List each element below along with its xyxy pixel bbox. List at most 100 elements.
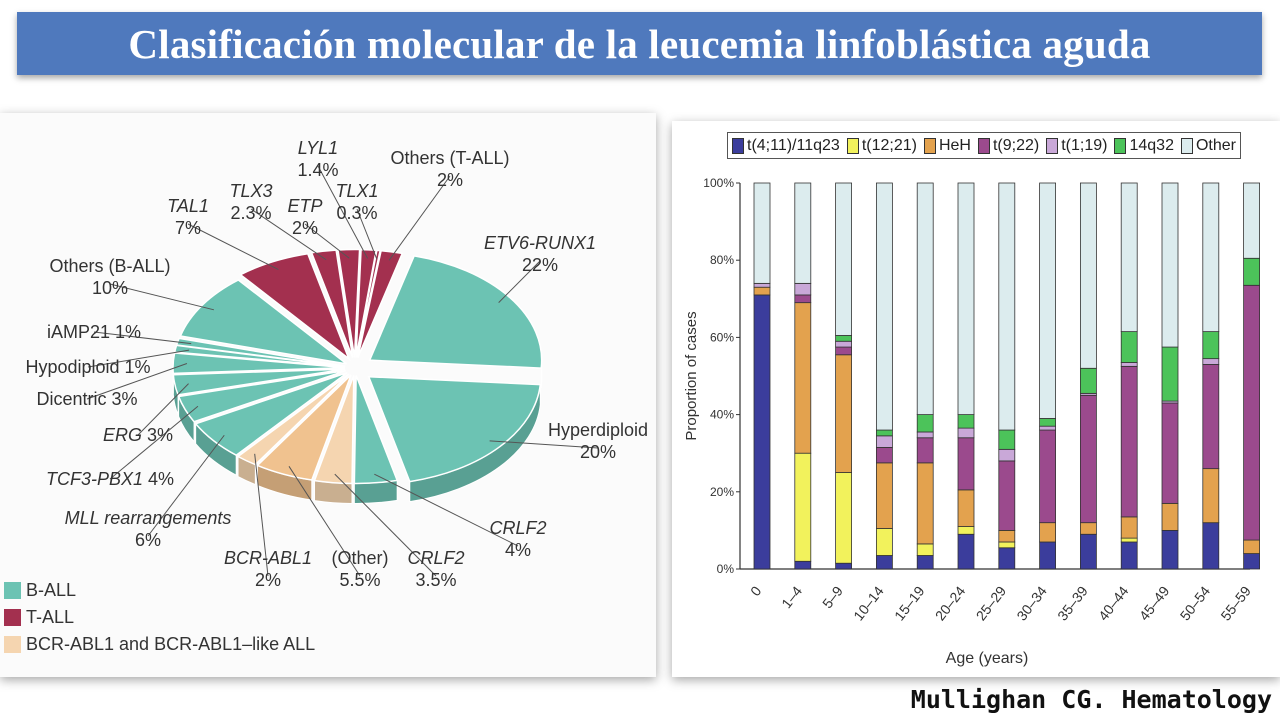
y-axis-label: Proportion of cases bbox=[683, 311, 700, 440]
pie-leader-tlx3-14 bbox=[250, 208, 327, 261]
pie-slice-others-t-all-18 bbox=[357, 249, 404, 359]
pie-label-etv6-runx1-0: ETV6-RUNX1 bbox=[484, 233, 596, 253]
bar-segment-other-5-9 bbox=[835, 182, 853, 336]
pie-legend: B-ALL T-ALL BCR-ABL1 and BCR-ABL1–like ALL bbox=[4, 577, 315, 658]
pie-label-erg-8: ERG 3% bbox=[103, 425, 173, 445]
bar-segment-heh-1-4 bbox=[794, 302, 812, 454]
pie-leader-hyperdiploid-1 bbox=[489, 440, 599, 449]
bar-segment-14q32-20-24 bbox=[957, 414, 975, 429]
bar-segment-heh-35-39 bbox=[1079, 522, 1097, 535]
pie-label-crlf2-3: CRLF2 bbox=[407, 548, 464, 568]
pie-legend-label-bcr-abl1-and-bcr-abl1-like-all: BCR-ABL1 and BCR-ABL1–like ALL bbox=[26, 634, 316, 654]
pie-leader-tlx1-17 bbox=[356, 208, 378, 260]
bar-segment-t-12-21-1-4 bbox=[794, 452, 812, 562]
pie-value-others-t-all-18: 2% bbox=[437, 170, 463, 190]
x-tick-label-10-14: 10–14 bbox=[850, 583, 887, 624]
bar-legend-item-14q32: 14q32 bbox=[1114, 137, 1174, 155]
bar-segment-t-4-11-11q23-55-59 bbox=[1243, 553, 1260, 570]
pie-slice-tal1-13 bbox=[239, 252, 351, 361]
bar-segment-t-4-11-11q23-40-44 bbox=[1120, 541, 1138, 570]
bar-legend: t(4;11)/11q23 t(12;21) HeH t(9;22) t(1;19) 14… bbox=[727, 132, 1241, 159]
pie-legend-swatch-bcr-abl1-and-bcr-abl1-like-all bbox=[4, 636, 21, 653]
bar-segment-other-55-59 bbox=[1243, 182, 1260, 259]
citation: Mullighan CG. Hematology bbox=[910, 685, 1272, 714]
bar-segment-t-9-22-5-9 bbox=[835, 346, 853, 356]
bar-legend-item-t-9-22: t(9;22) bbox=[977, 137, 1039, 155]
bar-segment-t-4-11-11q23-20-24 bbox=[957, 533, 975, 570]
bar-legend-swatch-t-12-21 bbox=[846, 137, 859, 154]
x-tick-label-15-19: 15–19 bbox=[891, 583, 928, 624]
bar-segment-heh-15-19 bbox=[916, 462, 934, 545]
pie-label-tlx1-17: TLX1 bbox=[335, 181, 378, 201]
bar-segment-other-35-39 bbox=[1079, 182, 1097, 369]
bar-legend-swatch-other bbox=[1180, 137, 1193, 154]
bar-segment-heh-20-24 bbox=[957, 489, 975, 527]
pie-leader-mll-rearrangements-6 bbox=[147, 434, 225, 537]
pie-slice-tcf3-pbx1-7 bbox=[177, 369, 346, 423]
pie-legend-item-t-all: T-ALL bbox=[4, 604, 315, 631]
pie-label-others-t-all-18: Others (T-ALL) bbox=[390, 148, 509, 168]
x-tick-label-0: 0 bbox=[747, 583, 765, 599]
bar-segment-t-4-11-11q23-1-4 bbox=[794, 560, 812, 570]
pie-label-tcf3-pbx1-7: TCF3-PBX1 4% bbox=[46, 469, 174, 489]
pie-value-crlf2-2: 4% bbox=[505, 540, 531, 560]
pie-label-hypodiploid-10: Hypodiploid 1% bbox=[25, 357, 150, 377]
bar-legend-swatch-heh bbox=[923, 137, 936, 154]
bar-segment-t-4-11-11q23-45-49 bbox=[1161, 529, 1179, 570]
x-axis-label: Age (years) bbox=[946, 650, 1029, 667]
bar-segment-t-1-19-0 bbox=[753, 282, 771, 288]
bar-segment-14q32-30-34 bbox=[1039, 418, 1057, 427]
bar-segment-t-9-22-55-59 bbox=[1243, 284, 1260, 541]
pie-leader-etv6-runx1-0 bbox=[498, 260, 541, 303]
bar-segment-t-4-11-11q23-5-9 bbox=[835, 562, 853, 570]
bar-segment-other-30-34 bbox=[1039, 182, 1057, 419]
pie-slice-hyperdiploid-1 bbox=[367, 375, 542, 483]
pie-leader-crlf2-3 bbox=[334, 473, 437, 577]
x-tick-label-35-39: 35–39 bbox=[1054, 583, 1091, 624]
bar-segment-other-0 bbox=[753, 182, 771, 284]
bar-segment-t-9-22-10-14 bbox=[875, 447, 893, 464]
y-tick-label-1: 20% bbox=[710, 485, 734, 499]
pie-value-mll-rearrangements-6: 6% bbox=[135, 530, 161, 550]
bar-segment-t-9-22-50-54 bbox=[1202, 364, 1220, 470]
pie-legend-item-b-all: B-ALL bbox=[4, 577, 315, 604]
bar-segment-other-25-29 bbox=[998, 182, 1016, 431]
pie-label-other-4: (Other) bbox=[331, 548, 388, 568]
bar-segment-t-4-11-11q23-10-14 bbox=[875, 555, 893, 570]
pie-label-others-b-all-12: Others (B-ALL) bbox=[49, 256, 170, 276]
pie-leader-others-b-all-12 bbox=[109, 283, 215, 311]
pie-slice-etv6-runx1-0 bbox=[368, 255, 543, 369]
bar-segment-14q32-55-59 bbox=[1243, 257, 1260, 286]
pie-legend-swatch-t-all bbox=[4, 609, 21, 626]
bar-segment-t-1-19-25-29 bbox=[998, 448, 1016, 462]
bar-segment-t-4-11-11q23-35-39 bbox=[1079, 533, 1097, 570]
pie-leader-others-t-all-18 bbox=[388, 175, 451, 261]
pie-label-bcr-abl1-5: BCR-ABL1 bbox=[224, 548, 312, 568]
bar-segment-t-1-19-10-14 bbox=[875, 435, 893, 448]
pie-label-lyl1-16: LYL1 bbox=[298, 138, 338, 158]
pie-leader-dicentric-9 bbox=[86, 363, 188, 400]
bar-segment-heh-45-49 bbox=[1161, 502, 1179, 531]
bar-segment-t-9-22-1-4 bbox=[794, 294, 812, 304]
bar-legend-swatch-t-4-11-11q23 bbox=[732, 137, 744, 154]
bar-chart-panel: 0% 20% 40% 60% 80% 100% Proportion of cases Age… bbox=[672, 121, 1280, 677]
bar-segment-14q32-15-19 bbox=[916, 414, 934, 433]
y-tick-label-2: 40% bbox=[710, 408, 734, 422]
pie-value-lyl1-16: 1.4% bbox=[297, 160, 338, 180]
pie-value-tal1-13: 7% bbox=[175, 218, 201, 238]
pie-leader-lyl1-16 bbox=[317, 165, 369, 259]
pie-slice-tlx3-14 bbox=[310, 249, 354, 358]
y-tick-label-4: 80% bbox=[710, 253, 734, 267]
pie-value-bcr-abl1-5: 2% bbox=[255, 570, 281, 590]
bar-legend-swatch-14q32 bbox=[1114, 137, 1127, 154]
pie-slice-crlf2-3 bbox=[313, 375, 355, 485]
bar-segment-heh-0 bbox=[753, 286, 771, 296]
pie-leader-bcr-abl1-5 bbox=[254, 453, 269, 577]
bar-segment-heh-30-34 bbox=[1039, 522, 1057, 543]
bar-segment-t-12-21-20-24 bbox=[957, 526, 975, 535]
pie-value-others-b-all-12: 10% bbox=[92, 278, 128, 298]
bar-segment-t-9-22-35-39 bbox=[1079, 394, 1097, 524]
bar-segment-14q32-40-44 bbox=[1120, 331, 1138, 363]
bar-legend-item-other: Other bbox=[1180, 137, 1236, 155]
y-tick-label-3: 60% bbox=[710, 330, 734, 344]
